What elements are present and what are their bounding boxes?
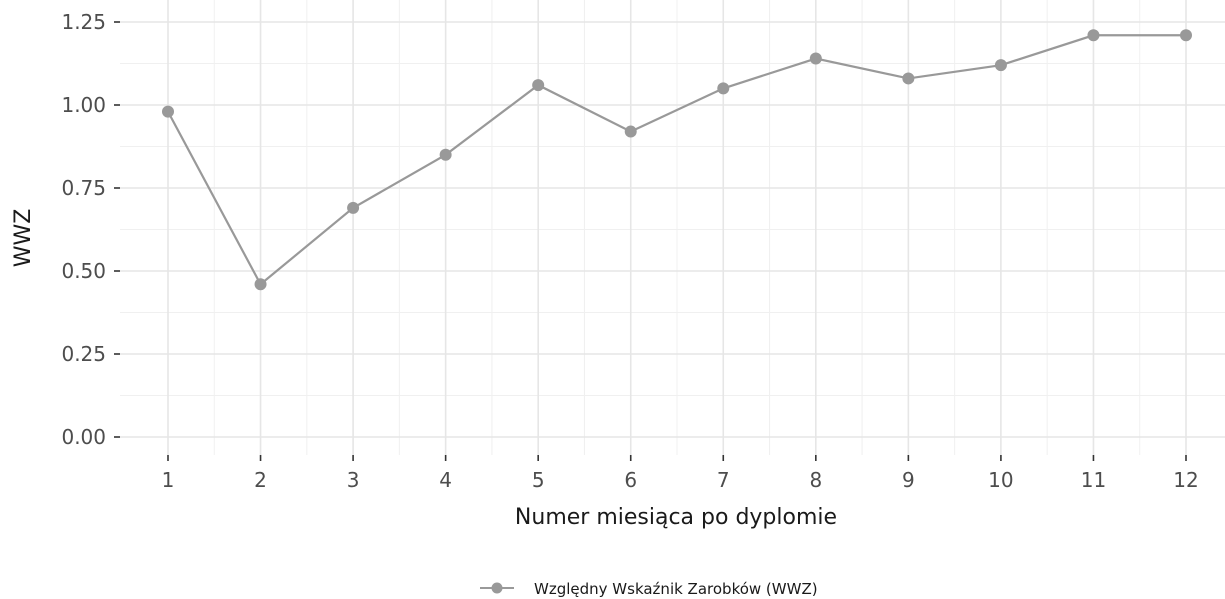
- y-tick-label: 0.00: [61, 425, 106, 449]
- x-tick-label: 1: [162, 468, 175, 492]
- series-line: [167, 34, 1186, 286]
- x-tick-label: 2: [254, 468, 267, 492]
- x-tick-label: 5: [532, 468, 545, 492]
- y-tick-label: 1.25: [61, 10, 106, 34]
- x-tick-label: 10: [988, 468, 1013, 492]
- x-tick-label: 4: [439, 468, 452, 492]
- data-point: [162, 105, 174, 118]
- data-point: [532, 79, 545, 92]
- series-layer: [162, 29, 1192, 291]
- x-axis-title: Numer miesiąca po dyplomie: [515, 505, 837, 530]
- x-tick-label: 6: [624, 468, 637, 492]
- data-point: [717, 82, 730, 95]
- x-tick-label: 12: [1173, 468, 1198, 492]
- data-point: [254, 278, 267, 291]
- grid: [120, 0, 1225, 455]
- y-tick-label: 0.25: [61, 342, 106, 366]
- data-point: [1087, 29, 1100, 42]
- x-tick-label: 3: [347, 468, 360, 492]
- data-point: [994, 59, 1007, 72]
- x-axis: 1 2 3 4 5 6 7 8 9 10 11 12: [162, 455, 1199, 492]
- x-tick-label: 9: [902, 468, 915, 492]
- y-tick-label: 0.75: [61, 176, 106, 200]
- data-point: [1180, 29, 1192, 42]
- legend-label: Względny Wskaźnik Zarobków (WWZ): [534, 580, 818, 598]
- y-axis: 0.00 0.25 0.50 0.75 1.00 1.25: [61, 10, 120, 449]
- y-tick-label: 0.50: [61, 259, 106, 283]
- x-tick-label: 7: [717, 468, 730, 492]
- x-tick-label: 11: [1081, 468, 1106, 492]
- data-point: [624, 125, 637, 138]
- data-point: [439, 148, 452, 161]
- y-axis-title: WWZ: [11, 209, 36, 268]
- legend-key-point: [491, 582, 503, 594]
- data-point: [809, 52, 822, 65]
- data-point: [347, 201, 360, 214]
- data-point: [902, 72, 915, 85]
- y-tick-label: 1.00: [61, 93, 106, 117]
- legend: Względny Wskaźnik Zarobków (WWZ): [480, 580, 818, 598]
- x-tick-label: 8: [809, 468, 822, 492]
